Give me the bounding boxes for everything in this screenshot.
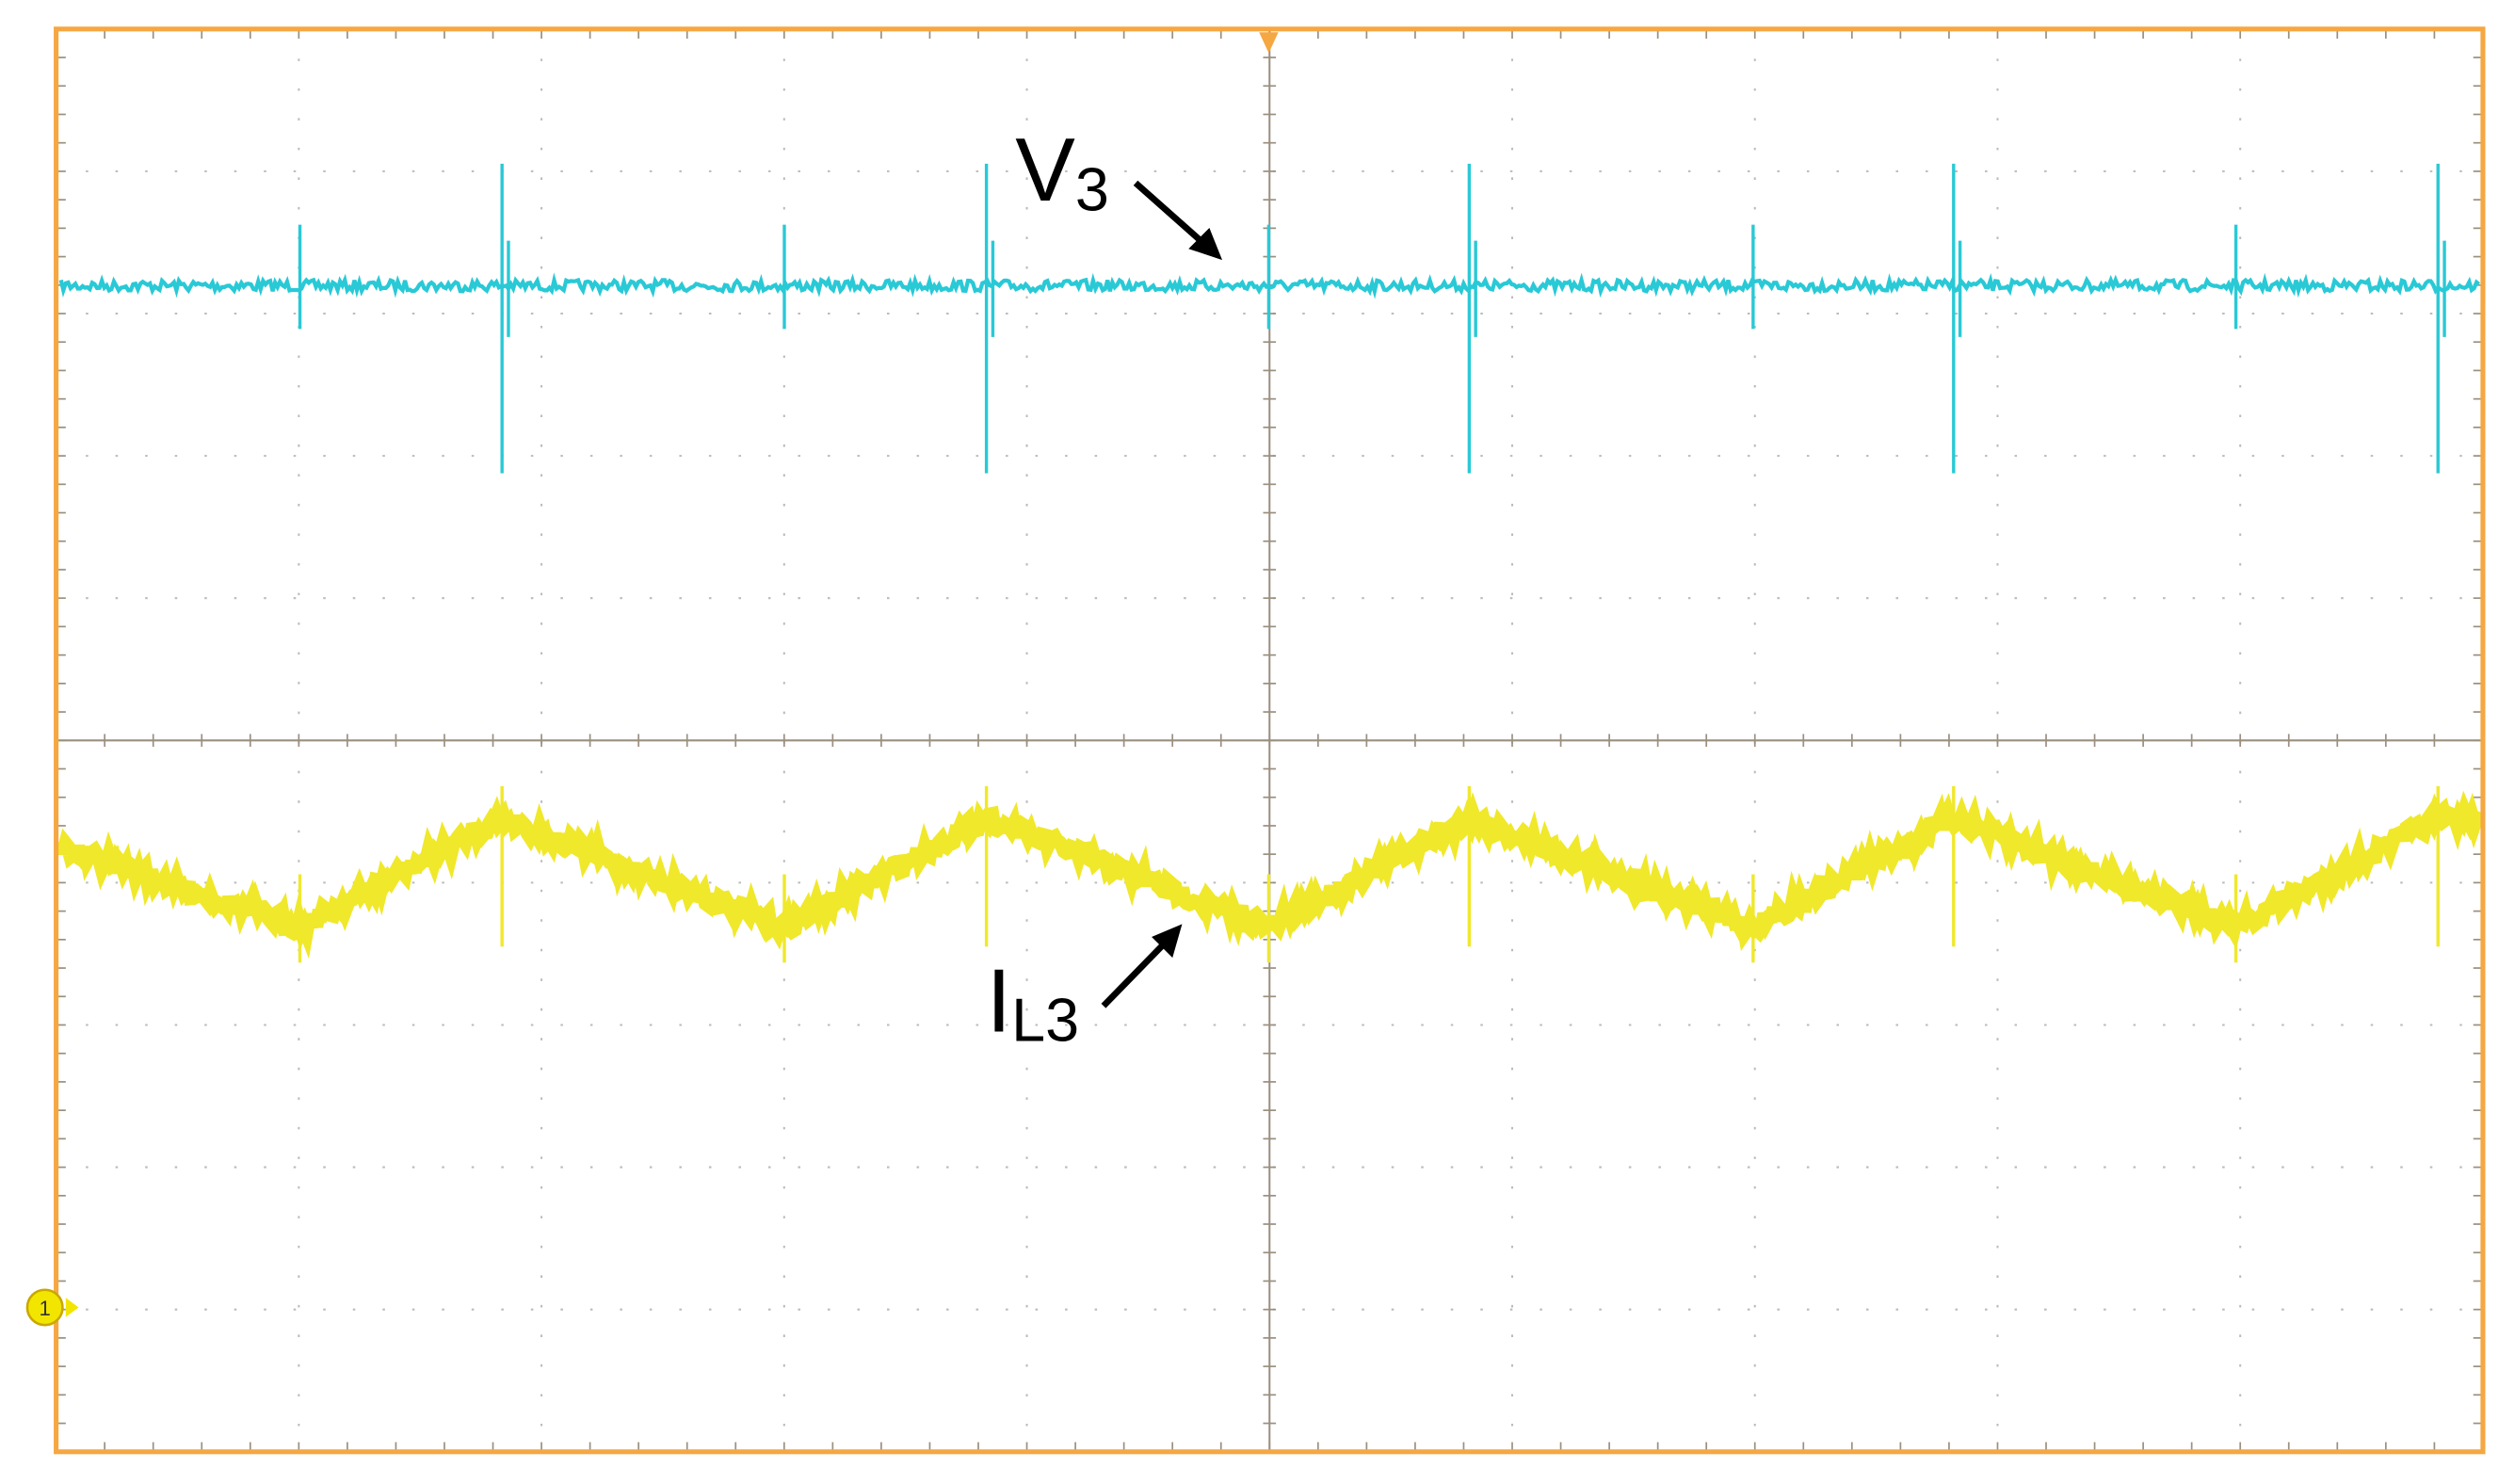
traces [54,163,2486,963]
channel-marker-arrow [65,1298,79,1317]
trigger-marker [1259,32,1279,54]
il3-arrowhead [1152,924,1183,959]
v3-main: V [1015,121,1075,220]
il3-sub: L3 [1011,986,1079,1055]
il3-main: I [987,951,1011,1051]
v3-sub: 3 [1075,154,1109,223]
channel-marker-label: 1 [40,1297,51,1320]
v3-arrowhead [1188,228,1223,261]
il3-arrow [1101,937,1170,1008]
screen-frame [54,26,2486,1455]
il3-label: IL3 [987,951,1080,1054]
v3-arrow [1133,180,1209,249]
channel-marker [25,1288,64,1327]
v3-label: V3 [1015,121,1109,223]
